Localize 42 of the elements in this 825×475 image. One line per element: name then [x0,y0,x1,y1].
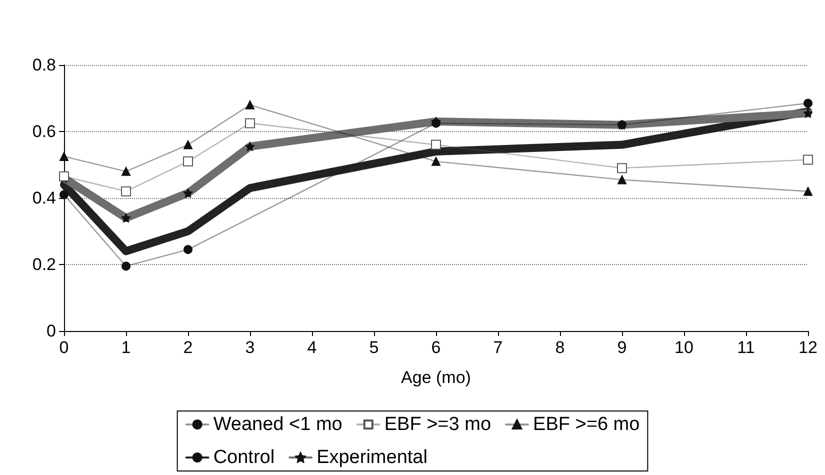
point [803,154,813,165]
point [121,186,131,196]
x-tick-label: 10 [674,338,694,357]
point [122,166,130,176]
y-tick-label: 0.2 [32,255,56,274]
x-tick-label: 4 [307,338,317,357]
x-tick-label: 2 [183,338,193,357]
point [122,262,130,271]
x-tick-label: 11 [737,338,755,357]
x-tick-label: 0 [59,338,69,357]
x-tick-label: 12 [798,338,818,357]
point [183,156,193,166]
x-tick-label: 8 [555,338,565,357]
y-tick-label: 0 [46,322,56,340]
legend-label: EBF >=3 mo [384,414,492,435]
point [245,118,255,128]
point [431,140,441,150]
x-tick-label: 1 [121,338,131,357]
legend-label: Weaned <1 mo [213,414,342,435]
x-axis-title: Age (mo) [401,368,471,387]
point [432,118,440,128]
x-tick-label: 7 [493,338,503,357]
point [60,152,68,161]
legend-label: EBF >=6 mo [533,414,640,435]
point [618,175,626,184]
point [246,100,254,110]
point [60,190,68,200]
x-tick-label: 5 [369,338,379,357]
legend-label: Experimental [316,447,428,468]
x-tick-label: 3 [245,338,255,357]
point [432,156,440,166]
y-tick-label: 0.6 [32,122,56,141]
point [804,98,812,108]
point [184,245,192,254]
x-tick-label: 9 [617,338,627,357]
point [184,140,192,150]
point [617,163,627,174]
legend-label: Control [213,447,275,468]
y-tick-label: 0.4 [32,188,56,208]
point [804,186,812,196]
x-tick-label: 6 [431,338,441,357]
y-tick-label: 0.8 [32,56,56,74]
